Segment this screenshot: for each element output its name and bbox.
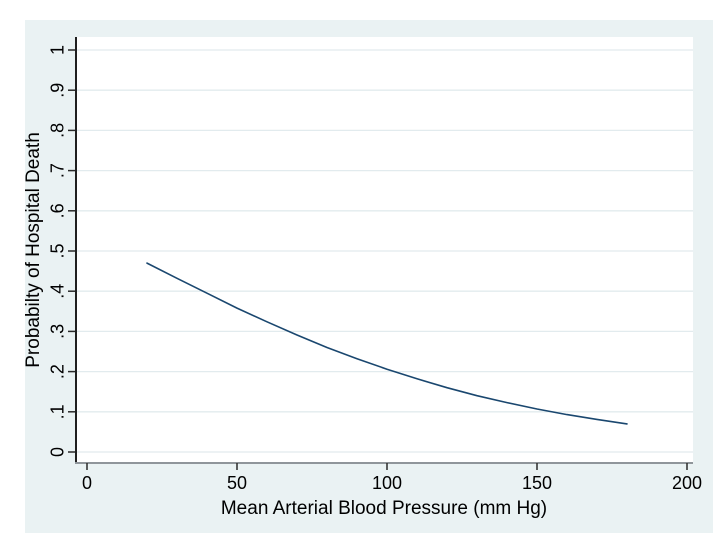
y-tick-label: 0 (47, 447, 67, 457)
series-group (146, 262, 628, 425)
y-tick-label: .4 (47, 284, 67, 299)
y-tick-label: .7 (47, 163, 67, 178)
y-tick-label: .8 (47, 123, 67, 138)
x-axis-title: Mean Arterial Blood Pressure (mm Hg) (221, 498, 547, 519)
plot-area (75, 37, 693, 463)
y-axis-title: Probabilty of Hospital Death (23, 132, 44, 368)
x-tick-label: 200 (672, 473, 702, 493)
y-tick-label: .6 (47, 203, 67, 218)
gridlines-group (77, 49, 693, 453)
x-tick-label: 150 (522, 473, 552, 493)
y-tick-label: .9 (47, 83, 67, 98)
y-tick-label: 1 (47, 45, 67, 55)
x-tick-label: 50 (227, 473, 247, 493)
x-tick-label: 0 (82, 473, 92, 493)
y-tick-label: .3 (47, 324, 67, 339)
probability-curve (146, 262, 628, 425)
x-tick-label: 100 (372, 473, 402, 493)
tick-labels-group: 0 .1 .2 .3 .4 .5 .6 .7 .8 .9 1 0 50 100 150 200 (47, 45, 702, 493)
axes-group (75, 37, 693, 464)
y-tick-label: .1 (47, 404, 67, 419)
ticks-group (68, 49, 688, 470)
y-tick-label: .5 (47, 243, 67, 258)
y-tick-label: .2 (47, 364, 67, 379)
